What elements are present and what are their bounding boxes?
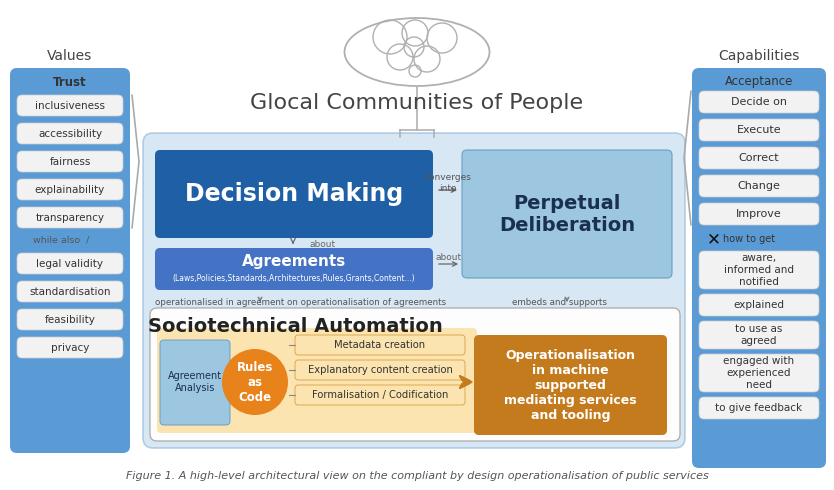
FancyBboxPatch shape (17, 337, 123, 358)
Text: explainability: explainability (35, 185, 105, 195)
Text: fairness: fairness (49, 156, 91, 167)
Text: to give feedback: to give feedback (716, 403, 802, 413)
FancyBboxPatch shape (699, 147, 819, 169)
Text: Metadata creation: Metadata creation (334, 340, 425, 350)
Text: operationalised in agreement on operationalisation of agreements: operationalised in agreement on operatio… (155, 297, 446, 307)
Text: (Laws,Policies,Standards,Architectures,Rules,Grants,Content...): (Laws,Policies,Standards,Architectures,R… (173, 273, 415, 283)
Text: explained: explained (733, 300, 785, 310)
Text: Sociotechnical Automation: Sociotechnical Automation (148, 317, 442, 336)
Text: inclusiveness: inclusiveness (35, 100, 105, 111)
FancyBboxPatch shape (295, 385, 465, 405)
Text: legal validity: legal validity (37, 259, 103, 269)
FancyBboxPatch shape (17, 151, 123, 172)
FancyBboxPatch shape (17, 207, 123, 228)
Text: feasibility: feasibility (44, 315, 95, 324)
FancyBboxPatch shape (699, 294, 819, 316)
Text: Capabilities: Capabilities (718, 49, 800, 63)
Text: Acceptance: Acceptance (725, 74, 793, 88)
Text: Rules
as
Code: Rules as Code (237, 361, 274, 403)
FancyBboxPatch shape (155, 150, 433, 238)
Text: about: about (436, 252, 462, 262)
Text: Glocal Communities of People: Glocal Communities of People (250, 93, 584, 113)
Text: Explanatory content creation: Explanatory content creation (308, 365, 452, 375)
FancyBboxPatch shape (295, 360, 465, 380)
Circle shape (222, 349, 288, 415)
Text: embeds and supports: embeds and supports (513, 297, 607, 307)
FancyBboxPatch shape (17, 123, 123, 144)
FancyBboxPatch shape (699, 321, 819, 349)
FancyBboxPatch shape (699, 175, 819, 197)
FancyBboxPatch shape (17, 95, 123, 116)
Text: Trust: Trust (53, 75, 87, 89)
Text: Operationalisation
in machine
supported
mediating services
and tooling: Operationalisation in machine supported … (505, 348, 637, 421)
Text: Execute: Execute (736, 125, 781, 135)
Text: Agreement
Analysis: Agreement Analysis (168, 371, 222, 393)
FancyBboxPatch shape (699, 203, 819, 225)
FancyBboxPatch shape (17, 253, 123, 274)
Text: Perpetual
Deliberation: Perpetual Deliberation (499, 194, 635, 235)
FancyBboxPatch shape (17, 309, 123, 330)
FancyBboxPatch shape (699, 91, 819, 113)
Text: converges
into: converges into (425, 173, 471, 193)
FancyBboxPatch shape (462, 150, 672, 278)
Text: accessibility: accessibility (38, 128, 102, 139)
Text: engaged with
experienced
need: engaged with experienced need (723, 356, 795, 390)
Text: Correct: Correct (739, 153, 779, 163)
Text: Agreements: Agreements (242, 253, 346, 269)
FancyBboxPatch shape (155, 248, 433, 290)
FancyBboxPatch shape (10, 68, 130, 453)
FancyBboxPatch shape (692, 68, 826, 468)
FancyBboxPatch shape (699, 119, 819, 141)
Text: about: about (310, 240, 336, 248)
Text: transparency: transparency (36, 213, 104, 222)
Text: Improve: Improve (736, 209, 781, 219)
Text: Decide on: Decide on (731, 97, 787, 107)
FancyBboxPatch shape (699, 354, 819, 392)
Text: aware,
informed and
notified: aware, informed and notified (724, 253, 794, 287)
FancyBboxPatch shape (157, 328, 477, 433)
Text: standardisation: standardisation (29, 287, 111, 296)
Text: Decision Making: Decision Making (185, 182, 403, 206)
Text: Values: Values (48, 49, 93, 63)
FancyBboxPatch shape (17, 179, 123, 200)
Text: Figure 1. A high-level architectural view on the compliant by design operational: Figure 1. A high-level architectural vie… (126, 471, 708, 481)
FancyBboxPatch shape (474, 335, 667, 435)
Text: Formalisation / Codification: Formalisation / Codification (312, 390, 448, 400)
FancyBboxPatch shape (295, 335, 465, 355)
Text: privacy: privacy (51, 343, 89, 352)
FancyBboxPatch shape (160, 340, 230, 425)
Text: ✕: ✕ (707, 230, 721, 248)
Text: to use as
agreed: to use as agreed (736, 324, 782, 346)
Text: Change: Change (737, 181, 781, 191)
Text: how to get: how to get (723, 234, 775, 244)
FancyBboxPatch shape (143, 133, 685, 448)
FancyBboxPatch shape (699, 397, 819, 419)
Text: while also  /: while also / (33, 236, 89, 245)
FancyBboxPatch shape (150, 308, 680, 441)
FancyBboxPatch shape (699, 251, 819, 289)
FancyBboxPatch shape (17, 281, 123, 302)
